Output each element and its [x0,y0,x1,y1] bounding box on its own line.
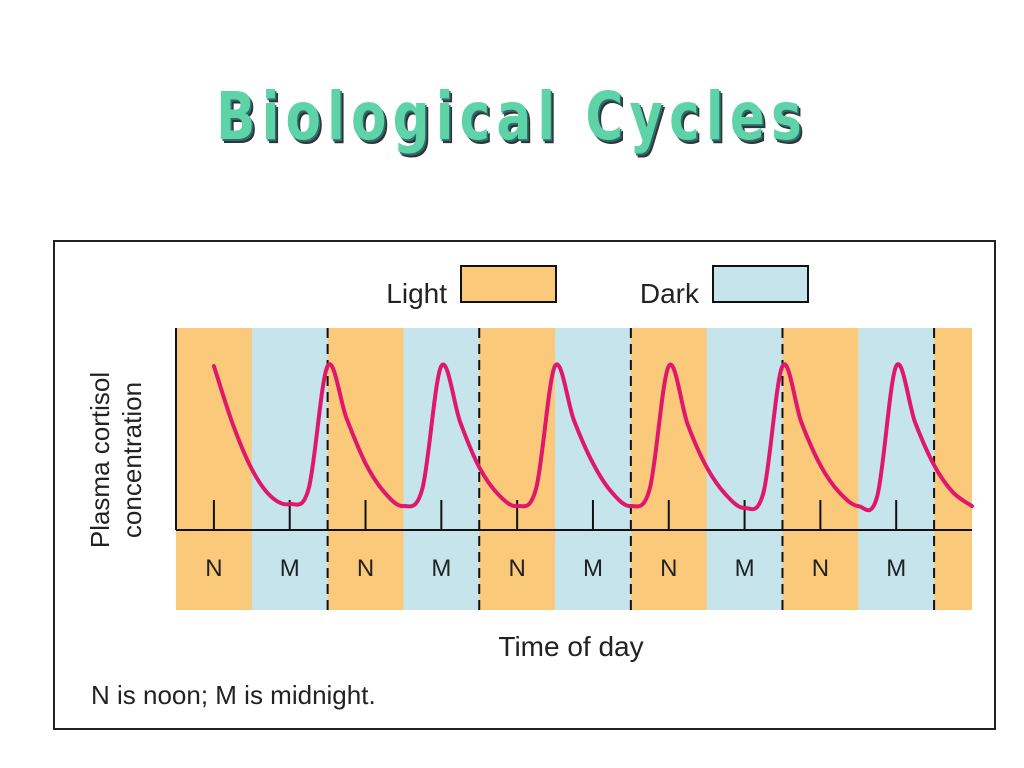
y-axis-label-line-2: concentration [117,382,147,538]
legend-label-light: Light [386,278,447,309]
x-tick-label-6: M [583,555,603,582]
cortisol-curve [211,362,974,513]
x-axis-label: Time of day [498,631,643,662]
y-axis-label: Plasma cortisol concentration [85,372,147,548]
legend-swatch-dark [712,265,809,303]
footnote: N is noon; M is midnight. [91,680,376,710]
dark-band-2 [403,328,480,610]
dark-band-4 [706,328,783,610]
dark-band-1 [251,328,328,610]
figure-frame: N M N M N M N M N M Light Dark Plasma cortisol conc… [53,240,996,730]
cortisol-chart: N M N M N M N M N M Light Dark Plasma cortisol conc… [85,265,974,710]
slide-title: Biological Cycles [216,78,808,155]
x-tick-label-5: N [508,555,525,582]
x-tick-label-10: M [886,555,906,582]
x-tick-label-9: N [812,555,829,582]
dark-band-5 [858,328,935,610]
x-tick-label-1: N [205,555,222,582]
legend: Light Dark [386,265,809,309]
x-tick-label-7: N [660,555,677,582]
light-dark-bands [176,328,972,610]
legend-label-dark: Dark [640,278,700,309]
day-boundaries [175,328,936,610]
y-axis-label-line-1: Plasma cortisol [85,372,115,548]
x-ticks [212,500,898,530]
x-tick-label-3: N [357,555,374,582]
x-tick-label-8: M [735,555,755,582]
x-tick-label-4: M [431,555,451,582]
dark-band-3 [555,328,631,610]
x-tick-label-2: M [280,555,300,582]
legend-swatch-light [460,265,557,303]
